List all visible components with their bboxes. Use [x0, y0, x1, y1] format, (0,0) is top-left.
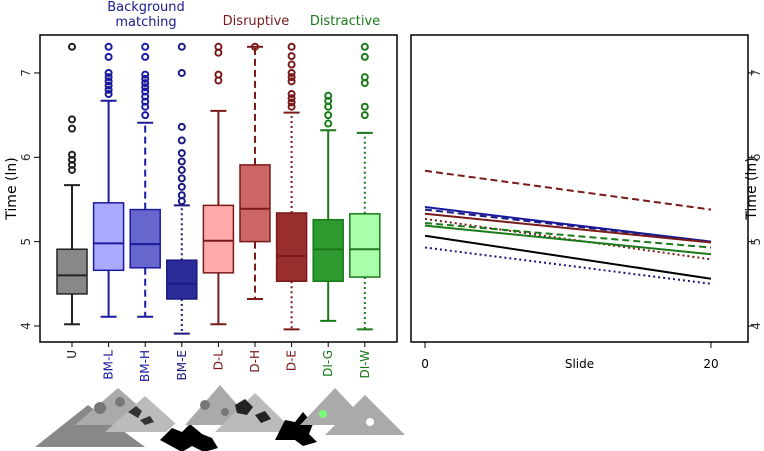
outlier — [141, 79, 150, 88]
outlier — [68, 115, 76, 124]
outlier — [214, 48, 223, 57]
outlier — [324, 111, 333, 120]
outlier — [177, 197, 186, 206]
outlier — [360, 102, 369, 111]
outlier — [287, 42, 296, 51]
outlier — [104, 85, 113, 94]
box — [239, 164, 271, 243]
outlier — [68, 124, 76, 133]
box — [275, 212, 308, 283]
y-tick-label: 4 — [19, 322, 33, 330]
outlier — [287, 90, 296, 99]
x-tick-label: BM-H — [138, 350, 152, 382]
y-axis-label: Time (ln) — [4, 157, 20, 220]
outlier — [177, 165, 186, 174]
series-line — [424, 208, 712, 243]
outlier — [141, 42, 150, 51]
box — [129, 208, 161, 269]
outlier — [360, 79, 369, 88]
x-tick-label: BM-L — [102, 350, 116, 380]
y-tick-label: 7 — [19, 69, 33, 77]
series-line — [424, 206, 712, 243]
x-tick-label: 0 — [421, 357, 429, 371]
x-tick-label: DI-W — [358, 350, 372, 379]
box — [349, 213, 381, 278]
outlier — [104, 52, 113, 61]
box — [312, 218, 344, 283]
outlier — [287, 102, 296, 111]
x-tick-label: DI-G — [321, 350, 335, 377]
group-label: Distractive — [309, 14, 381, 29]
outlier — [141, 74, 150, 83]
x-tick-label: D-L — [211, 350, 225, 371]
outlier — [177, 136, 186, 145]
outlier — [141, 83, 150, 92]
outlier — [251, 42, 259, 51]
group-label: Background matching — [107, 0, 185, 30]
outlier — [324, 119, 333, 128]
box — [92, 202, 125, 272]
outlier — [177, 122, 186, 131]
outlier — [104, 73, 113, 82]
outlier — [68, 165, 76, 174]
outlier — [104, 90, 113, 99]
x-tick-label: D-H — [248, 350, 262, 373]
outlier — [287, 68, 296, 77]
x-axis-label: Slide — [565, 357, 594, 371]
outlier — [141, 52, 150, 61]
series-line — [424, 234, 712, 280]
right-panel-frame — [410, 34, 749, 343]
outlier — [360, 111, 369, 120]
outlier — [287, 98, 296, 107]
x-tick-label: 20 — [703, 357, 718, 371]
outlier — [214, 76, 223, 85]
outlier — [177, 157, 186, 166]
y-tick-label: 5 — [749, 238, 763, 246]
outlier — [68, 42, 76, 51]
series-line — [424, 246, 712, 285]
outlier — [141, 102, 150, 111]
x-tick-label: D-E — [285, 350, 299, 371]
x-tick-label: U — [65, 350, 79, 359]
outlier — [177, 182, 186, 191]
series-line — [424, 222, 712, 249]
y-tick-label: 4 — [749, 322, 763, 330]
box — [56, 248, 88, 295]
y-tick-label: 6 — [19, 153, 33, 161]
outlier — [287, 94, 296, 103]
box — [202, 204, 235, 274]
outlier — [177, 42, 186, 51]
outlier — [104, 42, 113, 51]
outlier — [104, 81, 113, 90]
outlier — [177, 68, 186, 77]
outlier — [287, 60, 296, 69]
outlier — [360, 52, 369, 61]
outlier — [141, 70, 150, 79]
outlier — [104, 68, 113, 77]
x-tick-label: BM-E — [175, 350, 189, 381]
series-line — [424, 212, 712, 244]
outlier — [177, 174, 186, 183]
series-line — [424, 224, 712, 256]
outlier — [287, 52, 296, 61]
y-tick-label: 6 — [749, 153, 763, 161]
outlier — [360, 42, 369, 51]
y-tick-label: 7 — [749, 69, 763, 77]
series-line — [424, 169, 712, 211]
group-label: Disruptive — [222, 14, 290, 29]
y-tick-label: 5 — [19, 238, 33, 246]
outlier — [104, 77, 113, 86]
outlier — [177, 149, 186, 158]
outlier — [287, 77, 296, 86]
outlier — [324, 102, 333, 111]
series-line — [424, 217, 712, 261]
outlier — [141, 111, 150, 120]
y-axis-label: Time (ln) — [744, 157, 760, 220]
outlier — [287, 73, 296, 82]
box — [166, 259, 198, 300]
stimulus-thumbnails — [35, 385, 405, 451]
